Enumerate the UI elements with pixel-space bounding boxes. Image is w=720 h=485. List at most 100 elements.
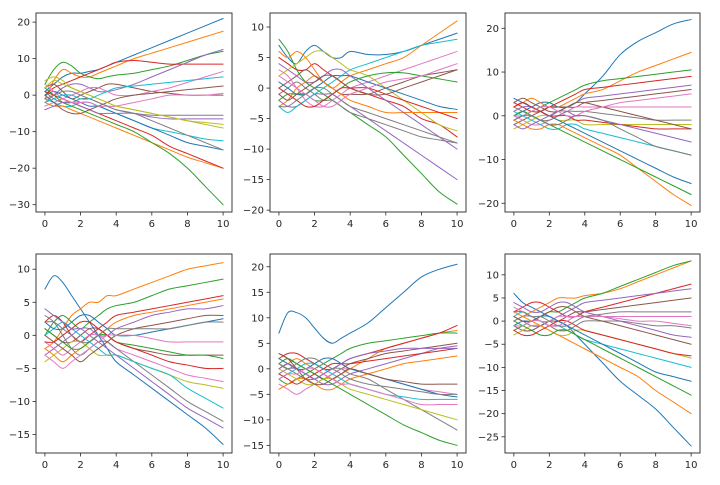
y-tick-label: 5 bbox=[258, 53, 264, 64]
x-tick-label: 8 bbox=[652, 460, 658, 471]
subplot-5: 0 2 4 6 8 10 20 15 10 5 0 −5 −10 −15 bbox=[243, 253, 467, 471]
series-line-11 bbox=[278, 74, 458, 110]
series-line-12 bbox=[513, 311, 692, 415]
x-tick-label: 10 bbox=[685, 219, 698, 230]
y-tick-label: −5 bbox=[249, 114, 264, 125]
y-tick-label: 15 bbox=[251, 288, 264, 299]
x-tick-label: 2 bbox=[77, 460, 83, 471]
series-line-16 bbox=[278, 69, 458, 101]
x-tick-label: 10 bbox=[217, 219, 230, 230]
y-tick-label: −5 bbox=[249, 390, 264, 401]
subplot-3: 0 2 4 6 8 10 20 10 0 −10 −20 bbox=[478, 12, 701, 230]
y-tick-label: 0 bbox=[258, 364, 264, 375]
series-line-10 bbox=[513, 311, 692, 368]
series-line-8 bbox=[513, 106, 692, 122]
series-line-4 bbox=[44, 295, 224, 343]
x-tick-label: 4 bbox=[347, 460, 353, 471]
y-tick-label: −20 bbox=[9, 164, 30, 175]
y-tick-label: −10 bbox=[243, 415, 264, 426]
x-tick-label: 2 bbox=[546, 219, 552, 230]
series-line-13 bbox=[278, 358, 458, 446]
series-line-17 bbox=[513, 93, 692, 117]
x-tick-label: 2 bbox=[546, 460, 552, 471]
y-tick-label: 0 bbox=[24, 331, 30, 342]
x-tick-label: 10 bbox=[451, 219, 464, 230]
series-line-18 bbox=[513, 114, 692, 156]
series-line-16 bbox=[44, 314, 224, 363]
series-line-8 bbox=[278, 81, 458, 144]
x-tick-label: 6 bbox=[617, 460, 623, 471]
series-line-1 bbox=[278, 32, 458, 65]
series-line-10 bbox=[278, 362, 458, 401]
series-line-3 bbox=[513, 69, 692, 121]
series-line-9 bbox=[278, 50, 458, 132]
y-tick-label: 0 bbox=[258, 84, 264, 95]
series-line-14 bbox=[513, 320, 692, 357]
subplot-2: 0 2 4 6 8 10 10 5 0 −5 −10 −15 −20 bbox=[243, 12, 467, 230]
series-line-15 bbox=[44, 101, 224, 120]
y-tick-label: 0 bbox=[493, 111, 499, 122]
x-tick-label: 0 bbox=[42, 219, 48, 230]
x-tick-label: 0 bbox=[42, 460, 48, 471]
y-tick-label: −5 bbox=[15, 364, 30, 375]
y-tick-label: 5 bbox=[258, 339, 264, 350]
x-tick-label: 4 bbox=[347, 219, 353, 230]
x-tick-label: 10 bbox=[451, 460, 464, 471]
series-line-1 bbox=[513, 19, 692, 117]
y-tick-label: −15 bbox=[478, 386, 499, 397]
x-tick-label: 0 bbox=[511, 219, 517, 230]
axes-frame bbox=[269, 253, 467, 454]
y-tick-label: 20 bbox=[486, 24, 499, 35]
series-line-16 bbox=[513, 306, 692, 345]
y-tick-label: 10 bbox=[251, 313, 264, 324]
series-group bbox=[278, 20, 458, 205]
series-line-7 bbox=[278, 367, 458, 395]
series-line-20 bbox=[44, 76, 224, 103]
series-line-14 bbox=[513, 102, 692, 130]
axes-frame bbox=[35, 253, 233, 454]
series-line-18 bbox=[44, 90, 224, 151]
series-group bbox=[44, 262, 224, 445]
series-line-13 bbox=[513, 110, 692, 196]
series-line-13 bbox=[513, 320, 692, 396]
series-line-15 bbox=[44, 308, 224, 429]
series-line-8 bbox=[513, 315, 692, 332]
x-tick-label: 4 bbox=[582, 460, 588, 471]
axes-frame bbox=[504, 253, 701, 454]
x-tick-label: 8 bbox=[652, 219, 658, 230]
series-line-5 bbox=[44, 305, 224, 356]
x-tick-label: 4 bbox=[582, 219, 588, 230]
x-tick-label: 8 bbox=[418, 219, 424, 230]
x-tick-label: 6 bbox=[383, 219, 389, 230]
y-tick-label: 10 bbox=[17, 54, 30, 65]
series-line-17 bbox=[44, 334, 224, 369]
series-line-15 bbox=[278, 63, 458, 150]
series-line-18 bbox=[513, 311, 692, 327]
y-tick-label: 20 bbox=[17, 18, 30, 29]
series-line-13 bbox=[44, 328, 224, 359]
y-tick-label: −10 bbox=[9, 127, 30, 138]
series-line-3 bbox=[44, 278, 224, 336]
series-line-4 bbox=[513, 75, 692, 113]
series-line-2 bbox=[513, 51, 692, 109]
series-line-11 bbox=[44, 91, 224, 151]
x-tick-label: 4 bbox=[113, 219, 119, 230]
y-tick-label: 10 bbox=[486, 68, 499, 79]
y-tick-label: 5 bbox=[24, 298, 30, 309]
x-tick-label: 2 bbox=[77, 219, 83, 230]
x-tick-label: 8 bbox=[184, 460, 190, 471]
series-line-3 bbox=[44, 50, 224, 85]
subplot-1: 0 2 4 6 8 10 20 10 0 −10 −20 −30 bbox=[9, 12, 233, 230]
series-line-14 bbox=[44, 91, 224, 169]
series-line-12 bbox=[278, 50, 458, 114]
series-line-2 bbox=[278, 330, 458, 380]
series-group bbox=[513, 260, 692, 447]
x-tick-label: 4 bbox=[113, 460, 119, 471]
axes-frame bbox=[504, 12, 701, 213]
series-line-18 bbox=[278, 86, 458, 144]
x-tick-label: 10 bbox=[685, 460, 698, 471]
series-line-18 bbox=[278, 357, 458, 396]
series-line-7 bbox=[513, 106, 692, 126]
series-line-2 bbox=[513, 260, 692, 322]
series-line-10 bbox=[44, 321, 224, 409]
